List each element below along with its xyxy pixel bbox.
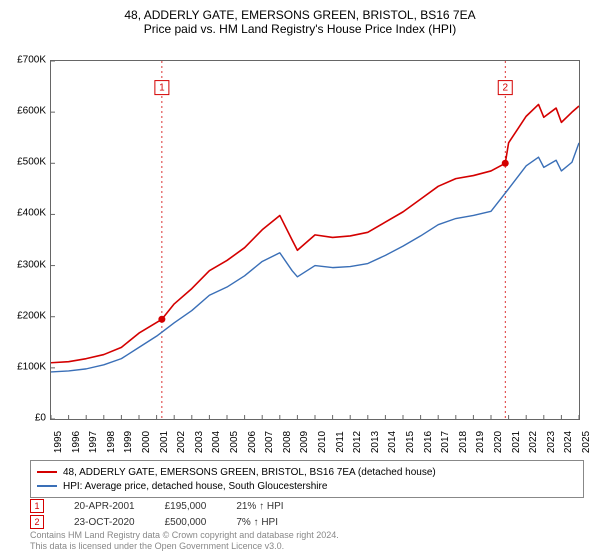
sale-date-1: 20-APR-2001 — [74, 501, 135, 512]
x-tick-label: 2012 — [352, 431, 363, 453]
y-tick-label: £600K — [17, 106, 46, 117]
x-tick-label: 2013 — [370, 431, 381, 453]
x-tick-label: 2018 — [458, 431, 469, 453]
x-tick-label: 2025 — [581, 431, 592, 453]
x-tick-label: 2008 — [282, 431, 293, 453]
x-tick-label: 2017 — [440, 431, 451, 453]
chart-container: 48, ADDERLY GATE, EMERSONS GREEN, BRISTO… — [0, 0, 600, 560]
x-tick-label: 2003 — [194, 431, 205, 453]
sale-row-2: 2 23-OCT-2020 £500,000 7% ↑ HPI — [30, 514, 570, 530]
y-tick-label: £400K — [17, 208, 46, 219]
sale-date-2: 23-OCT-2020 — [74, 517, 135, 528]
legend-label-hpi: HPI: Average price, detached house, Sout… — [63, 481, 327, 492]
sale-delta-1: 21% ↑ HPI — [236, 501, 283, 512]
x-tick-label: 2020 — [493, 431, 504, 453]
sale-badge-2: 2 — [30, 515, 44, 529]
svg-text:2: 2 — [502, 83, 508, 94]
legend-row-hpi: HPI: Average price, detached house, Sout… — [37, 479, 577, 493]
sale-delta-2: 7% ↑ HPI — [236, 517, 278, 528]
x-tick-label: 1998 — [106, 431, 117, 453]
x-tick-label: 2000 — [141, 431, 152, 453]
x-tick-label: 2002 — [176, 431, 187, 453]
y-axis: £0£100K£200K£300K£400K£500K£600K£700K — [0, 60, 48, 420]
x-tick-label: 2004 — [211, 431, 222, 453]
sale-price-1: £195,000 — [165, 501, 207, 512]
sale-rows: 1 20-APR-2001 £195,000 21% ↑ HPI 2 23-OC… — [30, 498, 570, 530]
legend-swatch-hpi — [37, 485, 57, 486]
x-tick-label: 1997 — [88, 431, 99, 453]
sale-badge-1: 1 — [30, 499, 44, 513]
x-tick-label: 2014 — [387, 431, 398, 453]
sale-price-2: £500,000 — [165, 517, 207, 528]
x-tick-label: 2011 — [335, 431, 346, 453]
y-tick-label: £700K — [17, 55, 46, 66]
y-tick-label: £0 — [35, 413, 46, 424]
legend-label-property: 48, ADDERLY GATE, EMERSONS GREEN, BRISTO… — [63, 467, 436, 478]
legend: 48, ADDERLY GATE, EMERSONS GREEN, BRISTO… — [30, 460, 584, 498]
x-tick-label: 2006 — [247, 431, 258, 453]
legend-row-property: 48, ADDERLY GATE, EMERSONS GREEN, BRISTO… — [37, 465, 577, 479]
x-tick-label: 2015 — [405, 431, 416, 453]
plot-border: 12 — [50, 60, 580, 420]
plot-svg: 12 — [51, 61, 579, 419]
y-tick-label: £500K — [17, 157, 46, 168]
chart-area: 12 — [50, 60, 580, 420]
x-tick-label: 2005 — [229, 431, 240, 453]
x-tick-label: 2022 — [528, 431, 539, 453]
x-tick-label: 2019 — [475, 431, 486, 453]
y-tick-label: £300K — [17, 259, 46, 270]
footer-line-1: Contains HM Land Registry data © Crown c… — [30, 530, 570, 541]
x-tick-label: 1995 — [53, 431, 64, 453]
y-tick-label: £200K — [17, 310, 46, 321]
legend-swatch-property — [37, 471, 57, 473]
x-axis: 1995 1996 1997 1998 1999 2000 2001 2002 2003 2004… — [50, 422, 580, 452]
x-tick-label: 2001 — [159, 431, 170, 453]
x-tick-label: 2024 — [563, 431, 574, 453]
x-tick-label: 2007 — [264, 431, 275, 453]
title-line-2: Price paid vs. HM Land Registry's House … — [0, 22, 600, 36]
x-tick-label: 1999 — [123, 431, 134, 453]
x-tick-label: 2016 — [423, 431, 434, 453]
x-tick-label: 1996 — [71, 431, 82, 453]
x-tick-label: 2021 — [511, 431, 522, 453]
title-block: 48, ADDERLY GATE, EMERSONS GREEN, BRISTO… — [0, 0, 600, 36]
y-tick-label: £100K — [17, 361, 46, 372]
sale-row-1: 1 20-APR-2001 £195,000 21% ↑ HPI — [30, 498, 570, 514]
svg-text:1: 1 — [159, 83, 165, 94]
footer: Contains HM Land Registry data © Crown c… — [30, 530, 570, 552]
x-tick-label: 2023 — [546, 431, 557, 453]
x-tick-label: 2010 — [317, 431, 328, 453]
footer-line-2: This data is licensed under the Open Gov… — [30, 541, 570, 552]
title-line-1: 48, ADDERLY GATE, EMERSONS GREEN, BRISTO… — [0, 8, 600, 22]
x-tick-label: 2009 — [299, 431, 310, 453]
